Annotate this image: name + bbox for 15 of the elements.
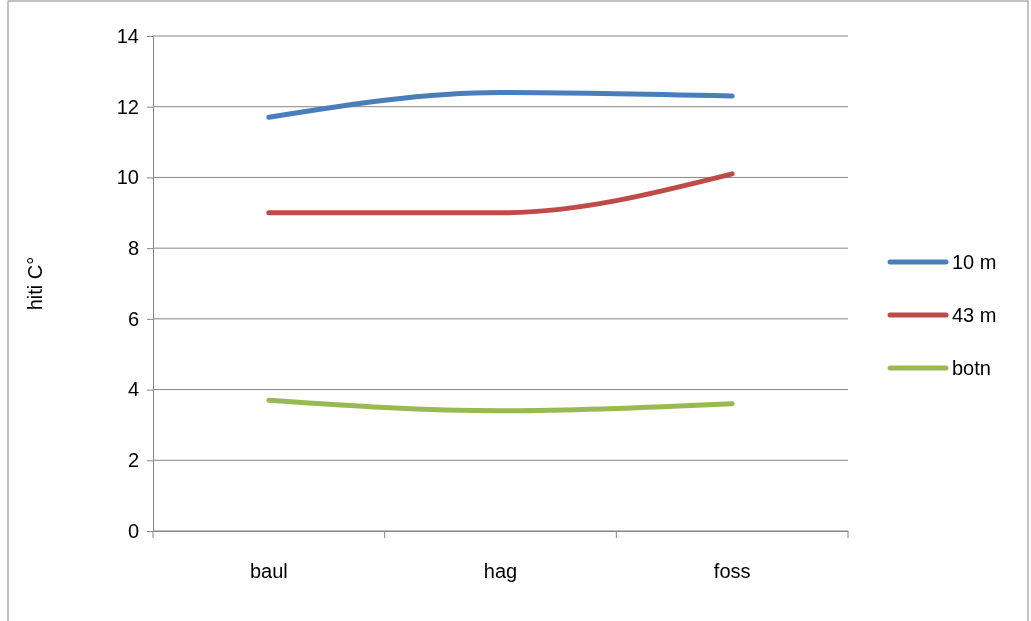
y-tick-label: 10 bbox=[116, 166, 139, 189]
y-tick-label: 4 bbox=[127, 378, 139, 401]
y-axis-title: hiti C° bbox=[24, 256, 46, 311]
y-tick-label: 2 bbox=[127, 449, 139, 472]
y-tick-label: 14 bbox=[116, 24, 139, 47]
x-tick-label: foss bbox=[713, 560, 751, 582]
y-tick-label: 8 bbox=[127, 237, 139, 260]
legend-label: 43 m bbox=[952, 304, 997, 326]
y-tick-label: 12 bbox=[116, 95, 139, 118]
x-tick-label: hag bbox=[483, 560, 518, 582]
y-tick-label: 6 bbox=[127, 307, 139, 330]
legend-label: botn bbox=[952, 357, 991, 379]
legend-label: 10 m bbox=[952, 251, 997, 273]
y-tick-label: 0 bbox=[127, 519, 139, 542]
x-tick-label: baul bbox=[249, 560, 288, 582]
